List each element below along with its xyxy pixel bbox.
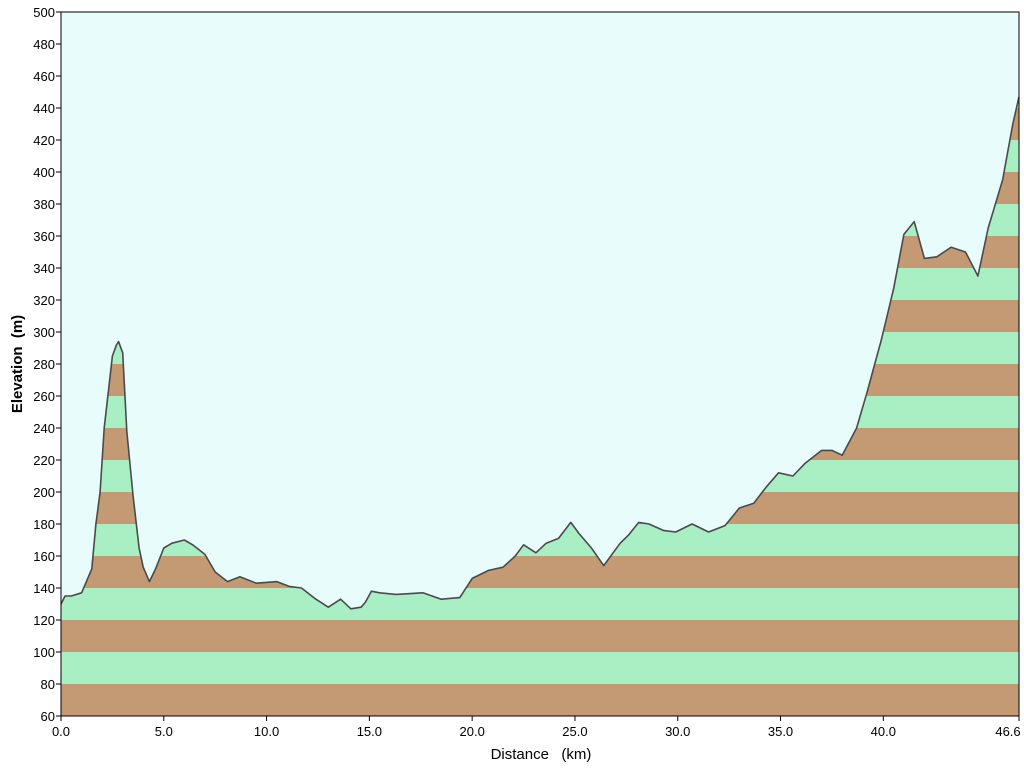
x-tick-label: 30.0 — [665, 724, 690, 739]
y-tick-label: 360 — [33, 229, 55, 244]
y-tick-label: 120 — [33, 613, 55, 628]
elevation-band — [61, 588, 1019, 620]
y-tick-label: 280 — [33, 357, 55, 372]
y-axis-title: Elevation (m) — [9, 315, 26, 413]
y-tick-label: 320 — [33, 293, 55, 308]
y-tick-label: 500 — [33, 5, 55, 20]
y-tick-label: 100 — [33, 645, 55, 660]
elevation-band — [61, 620, 1019, 652]
x-tick-label: 10.0 — [254, 724, 279, 739]
y-tick-label: 240 — [33, 421, 55, 436]
y-tick-label: 460 — [33, 69, 55, 84]
y-tick-label: 60 — [41, 709, 55, 724]
elevation-band — [61, 684, 1019, 716]
elevation-profile-line — [60, 96, 1020, 610]
elevation-band — [61, 652, 1019, 684]
y-tick-label: 80 — [41, 677, 55, 692]
y-tick-label: 400 — [33, 165, 55, 180]
y-tick-label: 260 — [33, 389, 55, 404]
y-tick-label: 220 — [33, 453, 55, 468]
y-tick-label: 160 — [33, 549, 55, 564]
y-tick-label: 380 — [33, 197, 55, 212]
elevation-band — [61, 556, 1019, 588]
y-tick-label: 480 — [33, 37, 55, 52]
x-tick-label: 40.0 — [871, 724, 896, 739]
y-tick-label: 180 — [33, 517, 55, 532]
x-tick-label: 15.0 — [357, 724, 382, 739]
y-tick-label: 420 — [33, 133, 55, 148]
x-tick-label: 46.6 — [995, 724, 1020, 739]
x-tick-label: 35.0 — [768, 724, 793, 739]
y-tick-label: 440 — [33, 101, 55, 116]
y-tick-label: 140 — [33, 581, 55, 596]
y-tick-label: 340 — [33, 261, 55, 276]
y-tick-label: 300 — [33, 325, 55, 340]
x-tick-label: 20.0 — [460, 724, 485, 739]
x-tick-label: 0.0 — [52, 724, 70, 739]
x-tick-label: 25.0 — [562, 724, 587, 739]
x-tick-label: 5.0 — [155, 724, 173, 739]
x-axis-title: Distance (km) — [491, 746, 592, 763]
y-tick-label: 200 — [33, 485, 55, 500]
